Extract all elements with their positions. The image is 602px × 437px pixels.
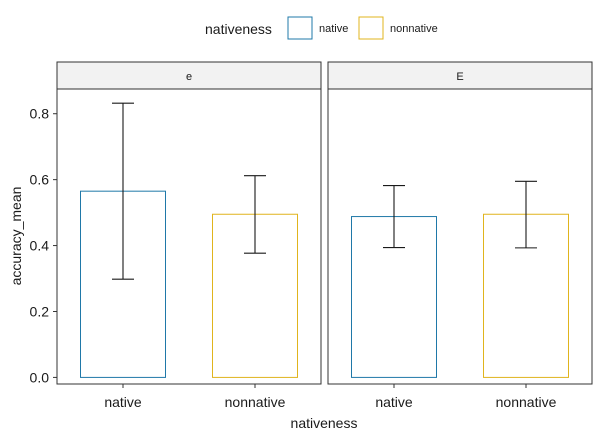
facet-panel-e: e [56, 61, 322, 385]
legend-label-nonnative: nonnative [390, 23, 438, 35]
x-tick-label: native [375, 394, 413, 410]
y-tick-label: 0.2 [30, 303, 50, 319]
strip-background [56, 61, 322, 90]
strip-label-E: E [456, 71, 463, 83]
panel-marks [351, 180, 569, 378]
y-tick-label: 0.4 [30, 238, 50, 254]
legend-label-native: native [319, 23, 348, 35]
x-tick-label: nonnative [225, 394, 286, 410]
y-axis: 0.0 0.2 0.4 0.6 0.8 [30, 106, 57, 385]
x-axis: native nonnative native nonnative [104, 384, 557, 410]
y-tick-label: 0.6 [30, 172, 50, 188]
facet-panel-E: E [327, 61, 593, 385]
strip-label-e: e [186, 71, 192, 83]
legend: nativeness native nonnative [205, 16, 438, 40]
panel-border [56, 88, 322, 385]
y-tick-label: 0.0 [30, 369, 50, 385]
legend-key-nonnative [358, 16, 384, 40]
y-axis-title: accuracy_mean [8, 187, 24, 286]
x-axis-title: nativeness [291, 415, 358, 431]
y-tick-label: 0.8 [30, 106, 50, 122]
x-tick-label: nonnative [496, 394, 557, 410]
panel-border [327, 88, 593, 385]
legend-key-native [287, 16, 313, 40]
legend-title: nativeness [205, 21, 272, 37]
x-tick-label: native [104, 394, 142, 410]
panel-marks [80, 102, 298, 378]
